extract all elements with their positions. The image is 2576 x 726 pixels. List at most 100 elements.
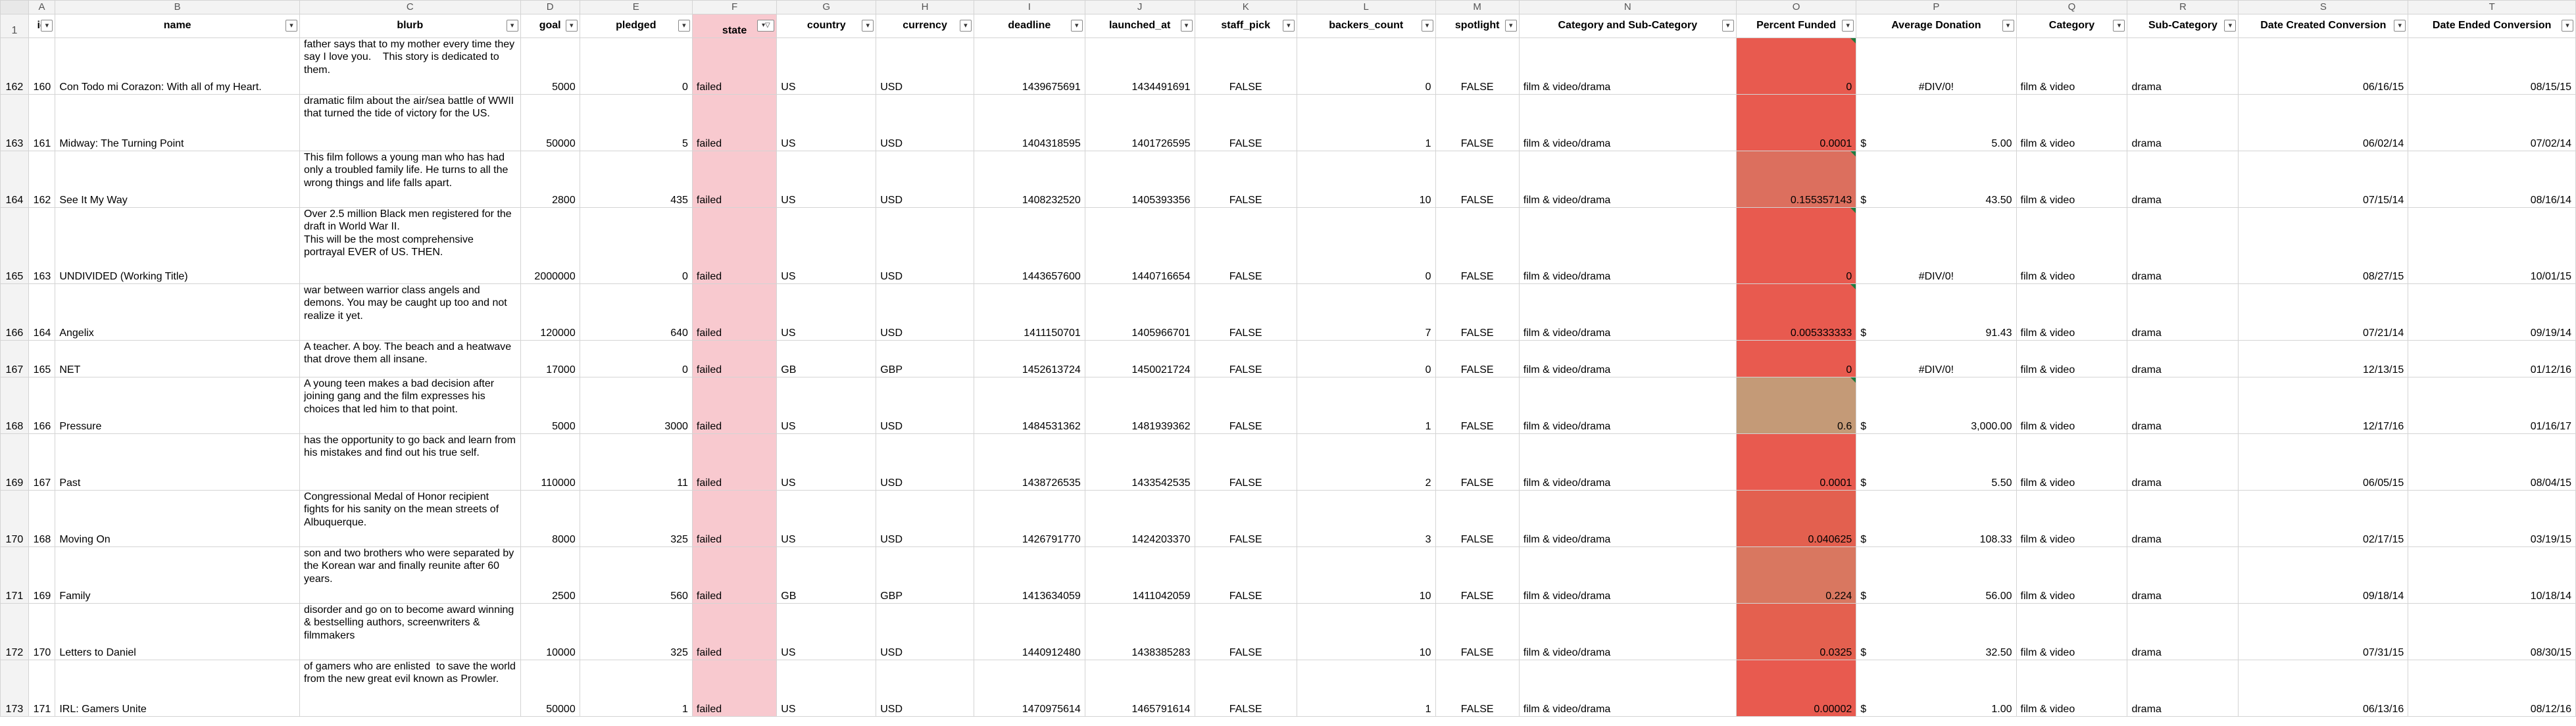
cell-spotlight[interactable]: FALSE: [1435, 659, 1520, 717]
cell-currency[interactable]: USD: [876, 150, 974, 208]
row-number[interactable]: 166: [0, 283, 29, 341]
cell-state[interactable]: failed: [691, 206, 778, 284]
cell-deadline[interactable]: 1408232520: [973, 150, 1085, 208]
filter-dropdown-icon[interactable]: ▾: [2394, 19, 2406, 32]
cell-id[interactable]: 168: [28, 489, 56, 547]
cell-goal[interactable]: 120000: [520, 283, 580, 341]
cell-currency[interactable]: USD: [876, 602, 974, 660]
cell-backers-count[interactable]: 10: [1296, 546, 1436, 604]
cell-spotlight[interactable]: FALSE: [1435, 206, 1520, 284]
row-number[interactable]: 173: [0, 659, 29, 717]
cell-blurb[interactable]: dramatic film about the air/sea battle o…: [299, 93, 521, 151]
cell-state[interactable]: failed: [691, 150, 778, 208]
cell-pledged[interactable]: 11: [579, 433, 693, 491]
column-letter-p[interactable]: P: [1856, 0, 2017, 14]
cell-backers-count[interactable]: 10: [1296, 150, 1436, 208]
row-number[interactable]: 165: [0, 206, 29, 284]
cell-spotlight[interactable]: FALSE: [1435, 339, 1520, 377]
header-percent-funded[interactable]: Percent Funded ▾: [1735, 13, 1857, 38]
cell-id[interactable]: 169: [28, 546, 56, 604]
filter-dropdown-icon[interactable]: ▾: [41, 19, 53, 32]
cell-category[interactable]: film & video: [2016, 339, 2128, 377]
cell-date-created[interactable]: 06/13/16: [2238, 659, 2409, 717]
cell-sub-category[interactable]: drama: [2127, 150, 2239, 208]
cell-blurb[interactable]: father says that to my mother every time…: [299, 37, 521, 95]
cell-deadline[interactable]: 1411150701: [973, 283, 1085, 341]
filter-dropdown-icon[interactable]: ▾: [678, 19, 690, 32]
cell-backers-count[interactable]: 3: [1296, 489, 1436, 547]
filter-dropdown-icon[interactable]: ▾: [2562, 19, 2573, 32]
column-letter-m[interactable]: M: [1435, 0, 1520, 14]
cell-percent-funded[interactable]: 0.0001: [1735, 93, 1857, 151]
cell-state[interactable]: failed: [691, 283, 778, 341]
cell-average-donation[interactable]: $91.43: [1856, 283, 2017, 341]
filter-dropdown-icon[interactable]: ▾: [959, 19, 972, 32]
cell-goal[interactable]: 5000: [520, 376, 580, 434]
cell-staff-pick[interactable]: FALSE: [1194, 376, 1297, 434]
cell-category[interactable]: film & video: [2016, 659, 2128, 717]
column-letter-b[interactable]: B: [55, 0, 300, 14]
cell-currency[interactable]: USD: [876, 206, 974, 284]
cell-category[interactable]: film & video: [2016, 546, 2128, 604]
select-all-corner[interactable]: [0, 0, 29, 14]
cell-currency[interactable]: USD: [876, 376, 974, 434]
header-country[interactable]: country ▾: [776, 13, 877, 38]
cell-percent-funded[interactable]: 0: [1735, 339, 1857, 377]
cell-pledged[interactable]: 560: [579, 546, 693, 604]
cell-country[interactable]: US: [776, 433, 877, 491]
cell-name[interactable]: Past: [55, 433, 300, 491]
row-number[interactable]: 164: [0, 150, 29, 208]
cell-staff-pick[interactable]: FALSE: [1194, 150, 1297, 208]
header-name[interactable]: name ▾: [55, 13, 300, 38]
cell-id[interactable]: 163: [28, 206, 56, 284]
column-letter-h[interactable]: H: [876, 0, 974, 14]
cell-blurb[interactable]: disorder and go on to become award winni…: [299, 602, 521, 660]
cell-backers-count[interactable]: 1: [1296, 376, 1436, 434]
header-staff-pick[interactable]: staff_pick ▾: [1194, 13, 1297, 38]
cell-backers-count[interactable]: 0: [1296, 37, 1436, 95]
cell-launched-at[interactable]: 1411042059: [1084, 546, 1195, 604]
row-number[interactable]: 171: [0, 546, 29, 604]
cell-category-subcategory[interactable]: film & video/drama: [1518, 376, 1737, 434]
cell-category-subcategory[interactable]: film & video/drama: [1518, 150, 1737, 208]
cell-pledged[interactable]: 3000: [579, 376, 693, 434]
cell-average-donation[interactable]: $3,000.00: [1856, 376, 2017, 434]
header-pledged[interactable]: pledged ▾: [579, 13, 693, 38]
cell-date-created[interactable]: 06/05/15: [2238, 433, 2409, 491]
cell-average-donation[interactable]: #DIV/0!: [1856, 37, 2017, 95]
header-id[interactable]: id▾: [28, 13, 56, 38]
cell-date-created[interactable]: 12/13/15: [2238, 339, 2409, 377]
row-number[interactable]: 170: [0, 489, 29, 547]
cell-state[interactable]: failed: [691, 659, 778, 717]
cell-date-ended[interactable]: 01/12/16: [2408, 339, 2576, 377]
cell-sub-category[interactable]: drama: [2127, 283, 2239, 341]
column-letter-g[interactable]: G: [776, 0, 877, 14]
cell-category-subcategory[interactable]: film & video/drama: [1518, 433, 1737, 491]
cell-spotlight[interactable]: FALSE: [1435, 283, 1520, 341]
column-letter-t[interactable]: T: [2408, 0, 2576, 14]
header-sub-category[interactable]: Sub-Category ▾: [2127, 13, 2239, 38]
cell-sub-category[interactable]: drama: [2127, 602, 2239, 660]
cell-name[interactable]: NET: [55, 339, 300, 377]
cell-date-created[interactable]: 06/16/15: [2238, 37, 2409, 95]
row-number[interactable]: 162: [0, 37, 29, 95]
cell-launched-at[interactable]: 1405393356: [1084, 150, 1195, 208]
filter-dropdown-icon[interactable]: ▾: [1421, 19, 1433, 32]
cell-launched-at[interactable]: 1465791614: [1084, 659, 1195, 717]
cell-spotlight[interactable]: FALSE: [1435, 602, 1520, 660]
cell-date-created[interactable]: 02/17/15: [2238, 489, 2409, 547]
cell-sub-category[interactable]: drama: [2127, 489, 2239, 547]
cell-category-subcategory[interactable]: film & video/drama: [1518, 37, 1737, 95]
cell-category[interactable]: film & video: [2016, 602, 2128, 660]
filter-dropdown-icon[interactable]: ▾: [1721, 19, 1734, 32]
cell-average-donation[interactable]: $5.00: [1856, 93, 2017, 151]
cell-launched-at[interactable]: 1450021724: [1084, 339, 1195, 377]
cell-sub-category[interactable]: drama: [2127, 37, 2239, 95]
row-number[interactable]: 163: [0, 93, 29, 151]
cell-category-subcategory[interactable]: film & video/drama: [1518, 546, 1737, 604]
cell-currency[interactable]: USD: [876, 489, 974, 547]
cell-blurb[interactable]: of gamers who are enlisted to save the w…: [299, 659, 521, 717]
cell-launched-at[interactable]: 1433542535: [1084, 433, 1195, 491]
cell-country[interactable]: GB: [776, 339, 877, 377]
cell-category[interactable]: film & video: [2016, 489, 2128, 547]
